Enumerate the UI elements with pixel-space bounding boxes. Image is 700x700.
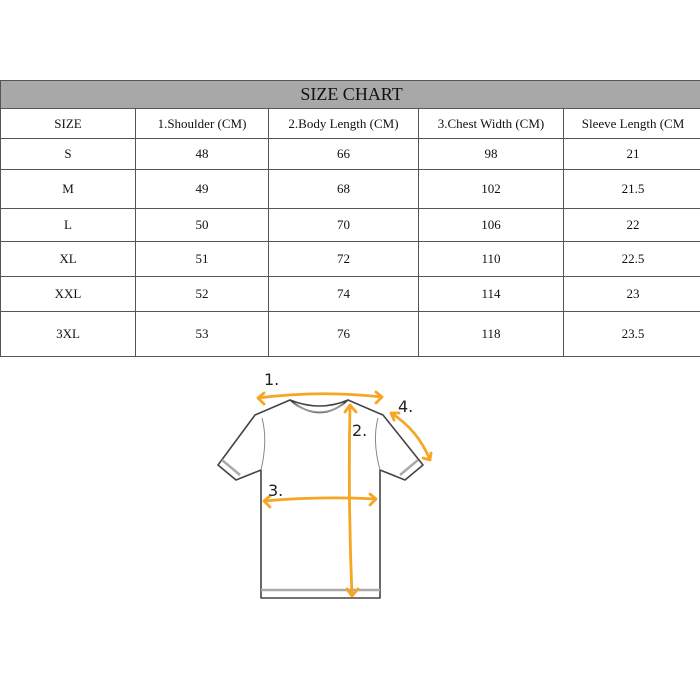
table-cell: 48	[135, 138, 269, 170]
table-cell: 74	[268, 276, 419, 312]
shoulder-arrow	[256, 390, 384, 406]
table-row: L 50 70 106 22	[0, 208, 700, 242]
label-1: 1.	[264, 370, 279, 389]
table-cell: 66	[268, 138, 419, 170]
tshirt-icon	[217, 399, 424, 599]
table-cell: 23.5	[562, 311, 700, 357]
table-cell: 3XL	[0, 311, 136, 357]
label-2: 2.	[352, 421, 367, 440]
table-cell: 72	[268, 241, 419, 277]
table-cell: 21	[562, 138, 700, 170]
header-size: SIZE	[0, 108, 136, 139]
header-sleeve-length: Sleeve Length (CM	[562, 108, 700, 139]
table-cell: 51	[135, 241, 269, 277]
table-cell: 53	[135, 311, 269, 357]
table-cell: 114	[418, 276, 564, 312]
body-length-arrow	[343, 403, 360, 598]
label-4: 4.	[398, 397, 413, 416]
label-3: 3.	[268, 481, 283, 500]
table-cell: 118	[418, 311, 564, 357]
chart-title: SIZE CHART	[0, 80, 700, 109]
table-row: S 48 66 98 21	[0, 138, 700, 170]
header-chest-width: 3.Chest Width (CM)	[418, 108, 564, 139]
header-shoulder: 1.Shoulder (CM)	[135, 108, 269, 139]
table-cell: L	[0, 208, 136, 242]
table-cell: M	[0, 169, 136, 209]
size-chart-table: SIZE CHART SIZE 1.Shoulder (CM) 2.Body L…	[0, 80, 700, 357]
table-cell: 76	[268, 311, 419, 357]
table-cell: XL	[0, 241, 136, 277]
table-cell: 21.5	[562, 169, 700, 209]
table-cell: 68	[268, 169, 419, 209]
table-cell: 22	[562, 208, 700, 242]
chest-arrow	[262, 492, 378, 509]
table-cell: 98	[418, 138, 564, 170]
sleeve-arrow	[389, 411, 433, 462]
table-row: M 49 68 102 21.5	[0, 169, 700, 209]
table-row: 3XL 53 76 118 23.5	[0, 311, 700, 357]
